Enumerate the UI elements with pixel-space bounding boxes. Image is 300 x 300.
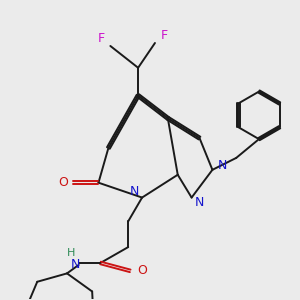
Text: N: N <box>71 258 80 272</box>
Text: O: O <box>137 264 147 278</box>
Text: N: N <box>195 196 204 209</box>
Text: N: N <box>130 185 139 198</box>
Text: N: N <box>218 159 227 172</box>
Text: F: F <box>98 32 105 44</box>
Text: H: H <box>67 248 75 258</box>
Text: O: O <box>58 176 68 189</box>
Text: F: F <box>160 28 167 42</box>
